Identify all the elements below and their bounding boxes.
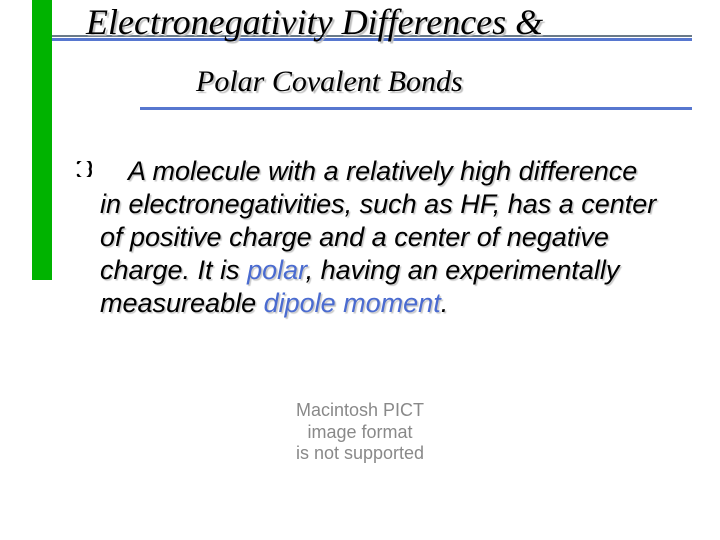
pict-line3: is not supported — [260, 443, 460, 465]
body-post1: . — [441, 288, 449, 318]
rule-blue-mid — [140, 107, 692, 110]
title-line2: Polar Covalent Bonds — [196, 67, 463, 97]
bullet-arc-icon — [76, 161, 92, 177]
accent-bar-left — [32, 0, 52, 280]
pict-line1: Macintosh PICT — [260, 400, 460, 422]
body-text: A molecule with a relatively high differ… — [100, 155, 660, 320]
pict-placeholder: Macintosh PICT image format is not suppo… — [260, 400, 460, 465]
pict-line2: image format — [260, 422, 460, 444]
title-line1: Electronegativity Differences & — [86, 4, 543, 40]
slide: Electronegativity Differences & Polar Co… — [0, 0, 720, 540]
body-block: A molecule with a relatively high differ… — [100, 155, 660, 320]
body-hl-polar: polar — [247, 255, 306, 285]
body-hl-dipole: dipole moment — [264, 288, 441, 318]
